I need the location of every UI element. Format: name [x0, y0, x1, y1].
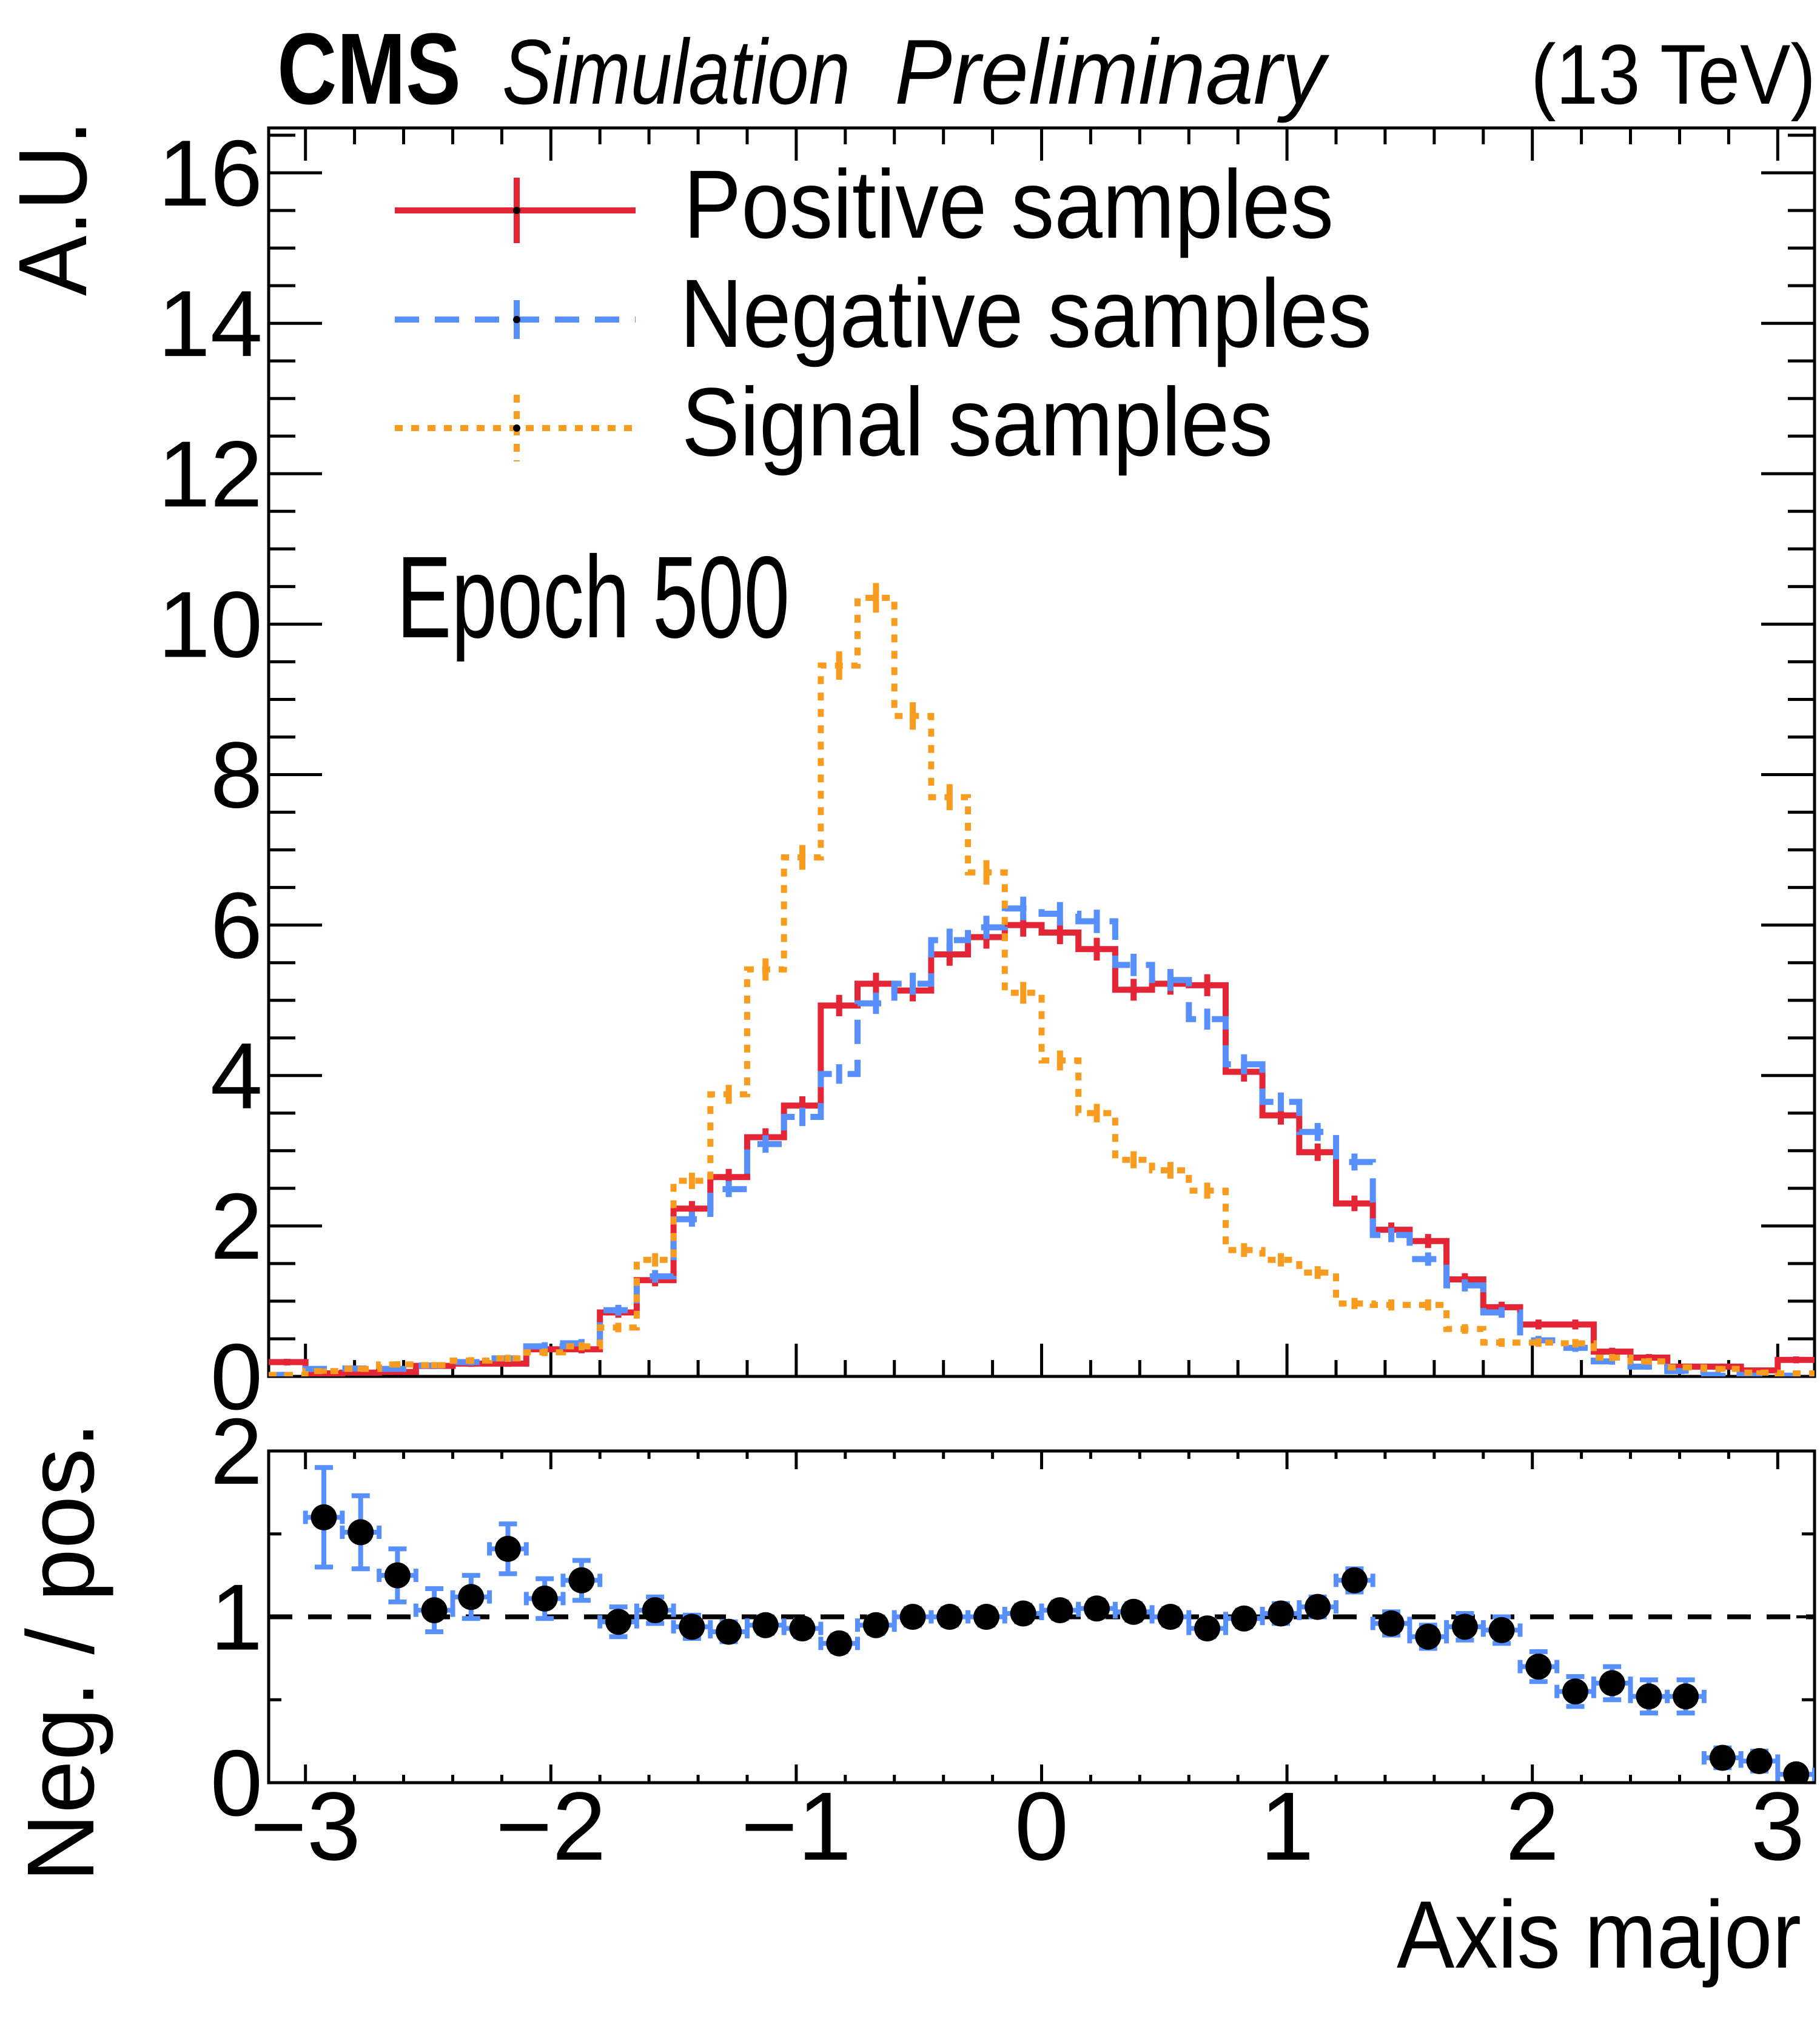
svg-text:16: 16	[158, 121, 263, 226]
svg-text:1: 1	[210, 1565, 263, 1670]
svg-text:3: 3	[1751, 1772, 1805, 1880]
svg-text:10: 10	[158, 572, 263, 677]
svg-text:0: 0	[210, 1731, 263, 1835]
svg-text:−2: −2	[495, 1772, 606, 1880]
svg-text:(13 TeV): (13 TeV)	[1531, 27, 1816, 122]
svg-text:0: 0	[1015, 1772, 1069, 1880]
svg-text:Neg. / pos.: Neg. / pos.	[8, 1422, 114, 1882]
svg-text:Signal samples: Signal samples	[682, 367, 1273, 476]
svg-text:Epoch 500: Epoch 500	[397, 532, 790, 662]
svg-text:1: 1	[1260, 1772, 1314, 1880]
svg-text:2: 2	[210, 1174, 263, 1279]
svg-text:12: 12	[158, 421, 263, 526]
svg-text:4: 4	[210, 1024, 263, 1128]
svg-text:Preliminary: Preliminary	[895, 21, 1329, 124]
svg-text:Axis major: Axis major	[1397, 1882, 1801, 1988]
svg-text:2: 2	[1505, 1772, 1559, 1880]
svg-text:0: 0	[210, 1324, 263, 1429]
svg-text:−3: −3	[250, 1772, 360, 1880]
svg-text:−1: −1	[741, 1772, 851, 1880]
svg-text:Negative samples: Negative samples	[680, 259, 1372, 367]
svg-text:6: 6	[210, 873, 263, 978]
svg-text:Positive samples: Positive samples	[683, 150, 1334, 258]
svg-text:2: 2	[210, 1399, 263, 1504]
svg-text:14: 14	[158, 271, 263, 376]
svg-text:Simulation: Simulation	[502, 21, 850, 124]
svg-text:A.U.: A.U.	[0, 120, 107, 296]
svg-text:8: 8	[210, 723, 263, 828]
svg-text:CMS: CMS	[277, 13, 461, 126]
